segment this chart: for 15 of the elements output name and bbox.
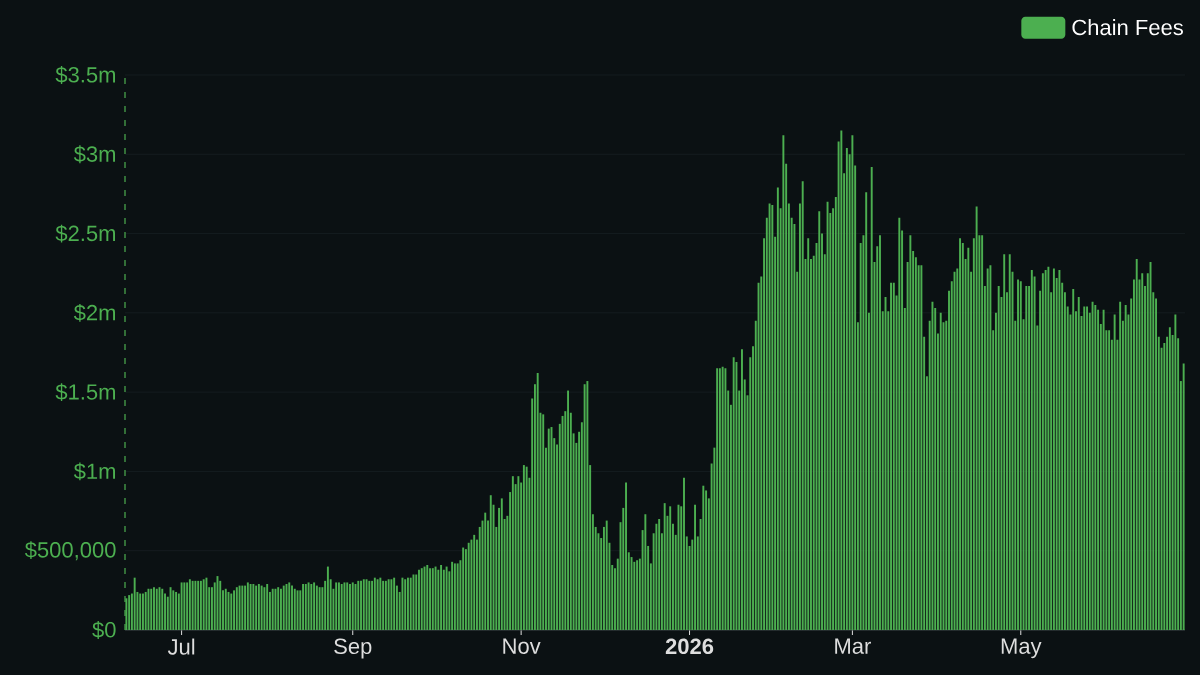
x-tick-label: Jul [167,638,195,655]
legend-label: Chain Fees [1072,19,1183,36]
y-tick-label: $3m [73,145,116,164]
x-tick-label: Sep [334,638,372,659]
y-tick-label: $1m [73,462,116,481]
y-tick-label: $500,000 [24,541,116,561]
y-tick-label: $0 [92,621,116,639]
y-tick-label: $1.5m [55,383,116,402]
x-tick-label: Mar [835,638,871,654]
y-tick-label: $2m [73,303,116,322]
y-tick-label: $3.5m [55,66,116,84]
x-tick-label: 2026 [665,638,714,655]
y-tick-label: $2.5m [55,224,116,243]
x-tick-label: Nov [503,638,541,654]
x-tick-label: May [1001,638,1042,659]
